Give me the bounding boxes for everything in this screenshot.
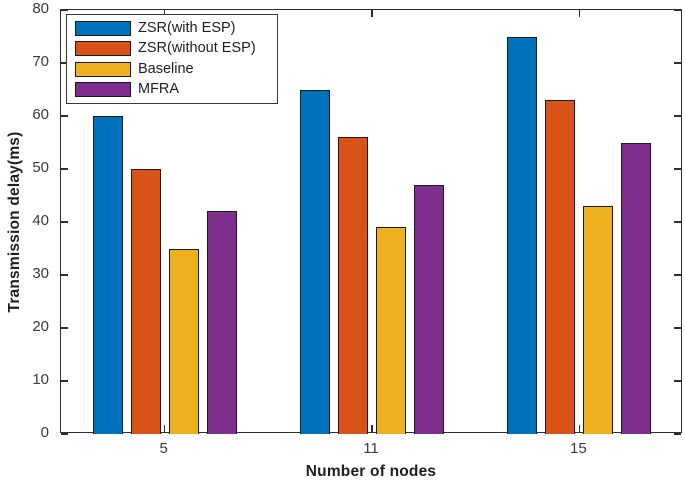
bar-zsr-with-esp-: [507, 36, 538, 434]
bar-mfra: [206, 211, 237, 434]
bar-zsr-without-esp-: [338, 137, 368, 434]
legend-swatch: [75, 61, 131, 77]
y-tick-mark: [674, 274, 681, 276]
legend-item: ZSR(without ESP): [75, 39, 271, 59]
legend-swatch: [75, 82, 131, 98]
x-tick-label: 11: [363, 440, 379, 457]
y-tick-mark: [61, 433, 68, 435]
y-tick-mark: [674, 168, 681, 170]
x-tick-mark: [163, 10, 166, 17]
y-tick-mark: [61, 115, 68, 117]
y-tick-mark: [61, 168, 68, 170]
y-tick-mark: [61, 221, 68, 223]
y-tick-mark: [674, 62, 681, 64]
y-tick-mark: [61, 380, 68, 382]
y-tick-mark: [674, 221, 681, 223]
x-tick-mark: [371, 425, 373, 432]
x-tick-mark: [163, 425, 166, 432]
y-tick-mark: [61, 9, 68, 11]
x-tick-label: 5: [159, 440, 168, 457]
y-tick-label: 40: [32, 212, 49, 229]
y-tick-label: 50: [32, 159, 49, 176]
y-tick-mark: [61, 62, 68, 64]
plot-area: ZSR(with ESP) ZSR(without ESP) Baseline MFR…: [60, 9, 682, 435]
bar-zsr-without-esp-: [130, 169, 161, 434]
x-tick-mark: [578, 425, 581, 432]
x-tick-mark: [578, 10, 581, 17]
bar-baseline: [376, 227, 406, 434]
x-tick-label: 15: [569, 440, 587, 457]
y-tick-mark: [61, 274, 68, 276]
legend-item: Baseline: [75, 59, 271, 79]
y-tick-label: 0: [40, 424, 49, 441]
y-tick-mark: [674, 9, 681, 11]
y-tick-label: 20: [32, 318, 49, 335]
legend-item: MFRA: [75, 80, 271, 100]
y-tick-label: 70: [32, 53, 49, 70]
legend-item: ZSR(with ESP): [75, 18, 271, 38]
legend-swatch: [75, 20, 131, 36]
legend-label: ZSR(with ESP): [138, 19, 236, 36]
y-tick-label: 80: [32, 0, 49, 17]
bar-zsr-with-esp-: [300, 89, 330, 434]
y-tick-label: 30: [32, 265, 49, 282]
y-tick-mark: [674, 115, 681, 117]
y-tick-mark: [674, 380, 681, 382]
bar-mfra: [621, 142, 652, 434]
bar-baseline: [168, 248, 199, 434]
x-tick-mark: [371, 10, 373, 17]
y-tick-mark: [674, 327, 681, 329]
legend-label: Baseline: [138, 60, 194, 77]
bar-mfra: [414, 184, 444, 434]
legend-label: ZSR(without ESP): [138, 40, 256, 57]
legend: ZSR(with ESP) ZSR(without ESP) Baseline MFR…: [66, 14, 278, 104]
y-tick-mark: [674, 433, 681, 435]
y-tick-mark: [61, 327, 68, 329]
y-tick-label: 60: [32, 106, 49, 123]
bar-baseline: [583, 206, 614, 434]
x-axis-label: Number of nodes: [305, 463, 437, 480]
legend-swatch: [75, 41, 131, 57]
y-tick-label: 10: [32, 371, 49, 388]
bar-zsr-with-esp-: [92, 116, 123, 434]
bar-zsr-without-esp-: [545, 100, 576, 434]
legend-label: MFRA: [138, 81, 180, 98]
